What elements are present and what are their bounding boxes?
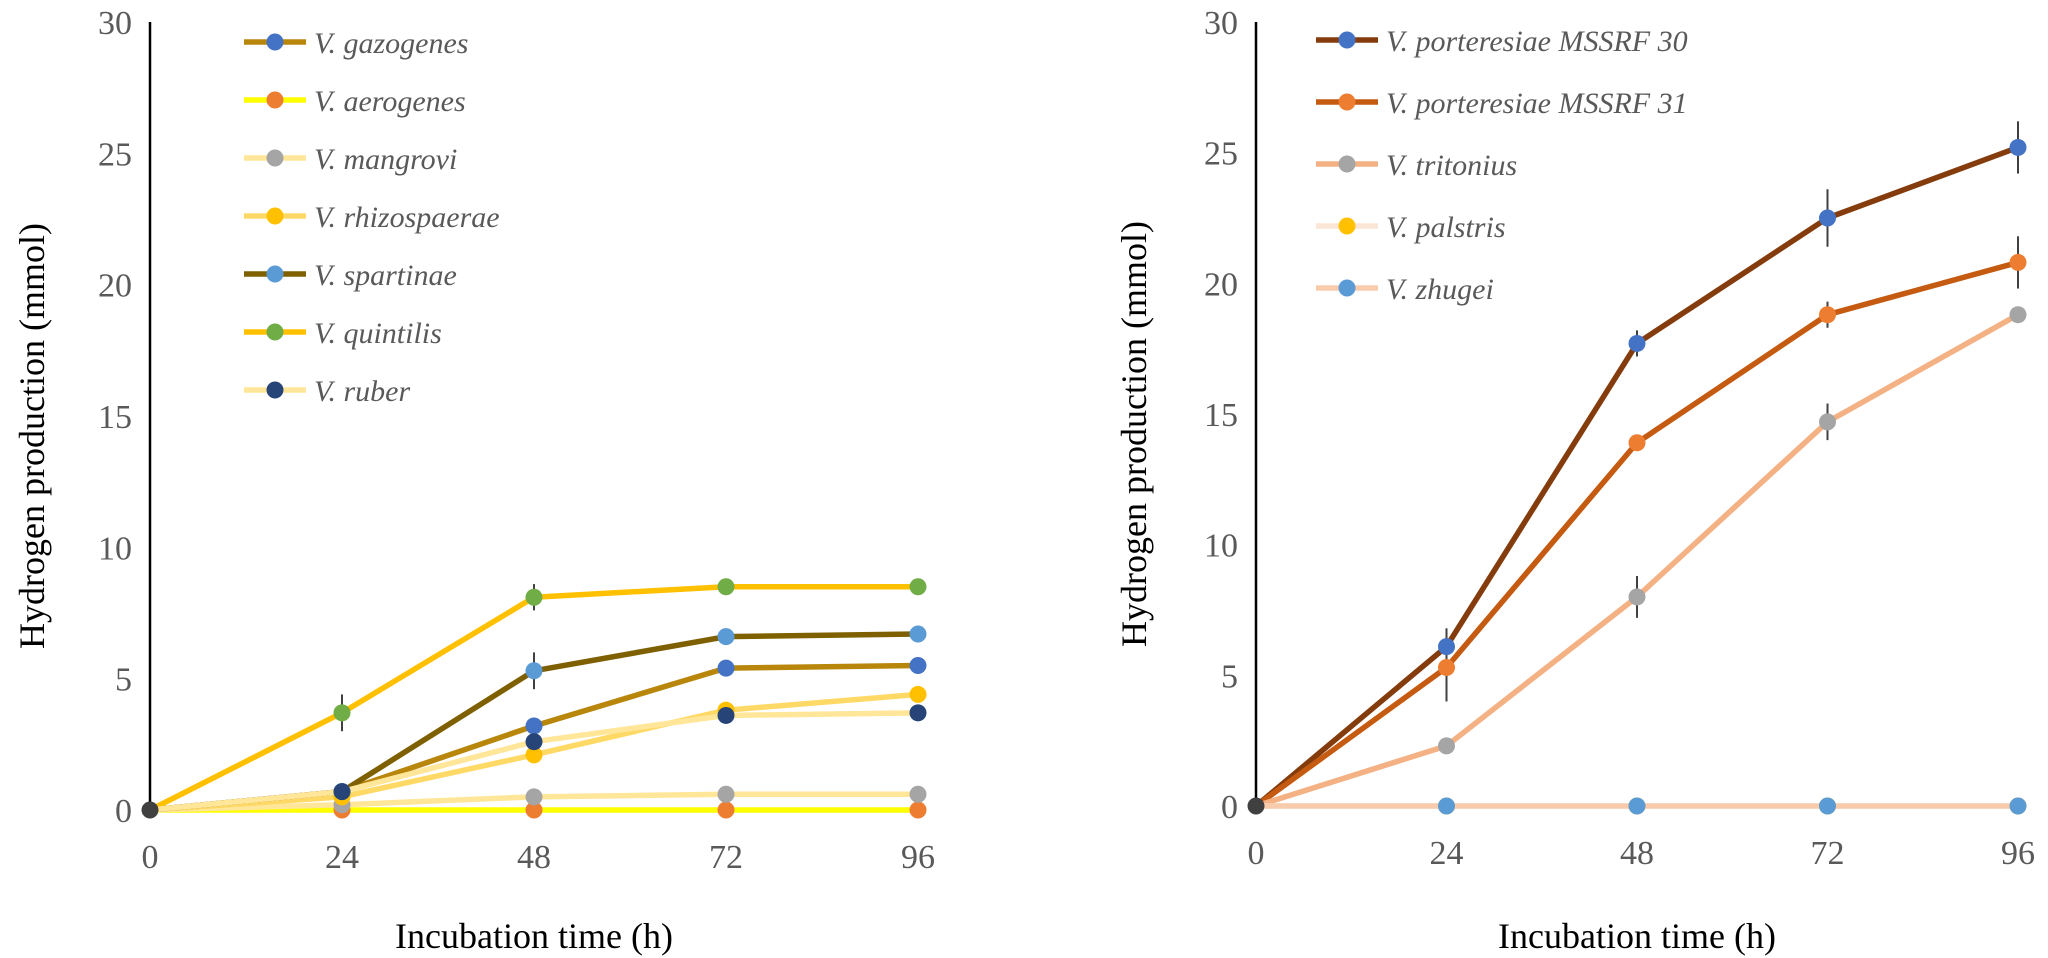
data-point-v-porteresiae-mssrf-30 — [1819, 209, 1836, 227]
y-axis-title: Hydrogen production (mmol) — [12, 223, 52, 649]
data-point-v-quintilis — [717, 578, 735, 596]
data-point-v-quintilis — [909, 578, 927, 596]
data-point-v-porteresiae-mssrf-31 — [1438, 658, 1455, 676]
y-tick-label: 30 — [98, 5, 132, 42]
legend-marker-v-ruber — [266, 381, 284, 399]
y-tick-label: 15 — [1204, 397, 1238, 434]
legend-label-v-spartinae: V. spartinae — [314, 259, 457, 292]
y-tick-label: 20 — [98, 268, 132, 305]
data-point-v-spartinae — [717, 628, 735, 646]
y-tick-label: 10 — [1204, 528, 1238, 565]
data-point-origin — [1247, 797, 1265, 815]
data-point-v-aerogenes — [525, 801, 543, 819]
data-point-v-ruber — [909, 704, 927, 722]
x-tick-label: 72 — [709, 839, 743, 876]
data-point-v-spartinae — [525, 662, 543, 680]
y-tick-label: 30 — [1204, 5, 1238, 42]
right-chart-panel: 0 5 10 15 20 25 30 0 24 48 72 96 Incubation time (h)… — [1114, 5, 2035, 956]
data-point-v-mangrovi — [717, 785, 735, 803]
legend-marker-v-porteresiae-mssrf-31 — [1338, 93, 1356, 111]
data-point-v-porteresiae-mssrf-30 — [1628, 334, 1646, 352]
legend-label-v-palstris: V. palstris — [1386, 211, 1506, 244]
y-tick-label: 25 — [1204, 136, 1238, 173]
data-point-v-gazogenes — [909, 657, 927, 675]
data-point-v-zhugei — [1438, 797, 1455, 815]
legend-label-v-aerogenes: V. aerogenes — [314, 85, 466, 118]
x-tick-label: 96 — [2001, 835, 2035, 872]
x-tick-label: 0 — [1248, 835, 1265, 872]
data-point-v-rhizospaerae — [909, 685, 927, 703]
data-point-v-tritonius — [2009, 306, 2027, 324]
data-point-v-ruber — [525, 733, 543, 751]
x-tick-label: 96 — [901, 839, 935, 876]
legend-label-v-porteresiae-mssrf-30: V. porteresiae MSSRF 30 — [1386, 25, 1688, 58]
data-point-v-mangrovi — [525, 788, 543, 806]
data-point-v-mangrovi — [909, 785, 927, 803]
data-point-v-spartinae — [909, 625, 927, 643]
data-point-v-porteresiae-mssrf-31 — [1819, 306, 1836, 324]
data-point-origin — [141, 801, 159, 819]
legend-marker-v-gazogenes — [266, 33, 284, 51]
legend-label-v-quintilis: V. quintilis — [314, 317, 442, 350]
legend-marker-v-rhizospaerae — [266, 207, 284, 225]
legend-marker-v-tritonius — [1338, 155, 1356, 173]
data-point-v-zhugei — [2009, 797, 2027, 815]
x-tick-label: 24 — [1430, 835, 1464, 872]
y-tick-label: 10 — [98, 530, 132, 567]
legend-label-v-ruber: V. ruber — [314, 375, 410, 408]
y-tick-label: 5 — [115, 662, 132, 699]
data-point-v-ruber — [333, 783, 351, 801]
data-point-v-quintilis — [333, 704, 351, 722]
series-line-v-porteresiae-mssrf-30 — [1254, 144, 2019, 809]
y-tick-label: 0 — [115, 793, 132, 830]
legend-marker-v-porteresiae-mssrf-30 — [1338, 31, 1356, 49]
legend-label-v-gazogenes: V. gazogenes — [314, 27, 468, 60]
data-point-v-ruber — [717, 706, 735, 724]
data-point-v-porteresiae-mssrf-31 — [2009, 253, 2027, 271]
data-point-v-gazogenes — [717, 659, 735, 677]
x-tick-label: 48 — [1620, 835, 1654, 872]
data-point-v-zhugei — [1628, 797, 1646, 815]
x-axis-title: Incubation time (h) — [395, 916, 673, 956]
y-tick-label: 25 — [98, 136, 132, 173]
legend-label-v-porteresiae-mssrf-31: V. porteresiae MSSRF 31 — [1386, 87, 1688, 120]
x-axis-title: Incubation time (h) — [1498, 916, 1776, 956]
x-tick-label: 24 — [325, 839, 359, 876]
y-tick-label: 5 — [1221, 658, 1238, 695]
y-axis-title: Hydrogen production (mmol) — [1114, 221, 1154, 647]
legend-marker-v-palstris — [1338, 217, 1356, 235]
legend-marker-v-quintilis — [266, 323, 284, 341]
left-chart-panel: 0 5 10 15 20 25 30 0 24 48 72 96 Incubation time (h)… — [12, 5, 935, 956]
legend-marker-v-mangrovi — [266, 149, 284, 167]
data-point-v-zhugei — [1819, 797, 1836, 815]
x-tick-label: 72 — [1811, 835, 1845, 872]
data-point-v-gazogenes — [525, 717, 543, 735]
legend-label-v-mangrovi: V. mangrovi — [314, 143, 457, 176]
legend-marker-v-aerogenes — [266, 91, 284, 109]
y-tick-label: 15 — [98, 399, 132, 436]
legend-marker-v-zhugei — [1338, 279, 1356, 297]
series-line-v-quintilis — [148, 583, 918, 813]
legend-label-v-rhizospaerae: V. rhizospaerae — [314, 201, 500, 234]
data-point-v-rhizospaerae — [525, 746, 543, 764]
data-point-v-tritonius — [1438, 737, 1455, 755]
legend-marker-v-spartinae — [266, 265, 284, 283]
data-point-v-tritonius — [1628, 588, 1646, 606]
data-point-v-aerogenes — [717, 801, 735, 819]
series-line-v-tritonius — [1255, 312, 2020, 809]
legend-label-v-tritonius: V. tritonius — [1386, 149, 1517, 182]
legend-label-v-zhugei: V. zhugei — [1386, 273, 1494, 306]
y-tick-label: 0 — [1221, 789, 1238, 826]
data-point-v-porteresiae-mssrf-31 — [1628, 434, 1646, 452]
data-point-v-quintilis — [525, 588, 543, 606]
x-tick-label: 0 — [142, 839, 159, 876]
x-tick-label: 48 — [517, 839, 551, 876]
data-point-v-porteresiae-mssrf-30 — [1438, 638, 1455, 656]
y-tick-label: 20 — [1204, 266, 1238, 303]
data-point-v-porteresiae-mssrf-30 — [2009, 138, 2027, 156]
data-point-v-tritonius — [1819, 413, 1836, 431]
data-point-v-aerogenes — [909, 801, 927, 819]
